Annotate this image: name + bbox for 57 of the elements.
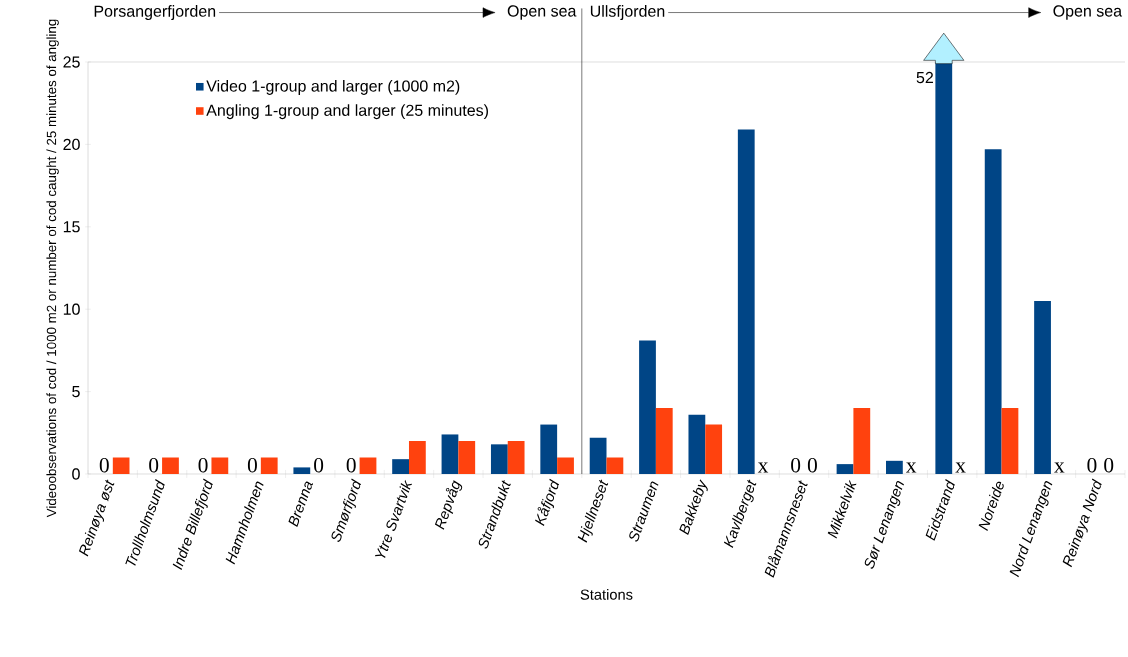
bar	[490, 444, 508, 474]
bar	[408, 441, 426, 474]
data-label: 0	[791, 458, 801, 473]
data-label: 0	[247, 458, 257, 473]
y-tick-label: 5	[72, 386, 80, 398]
bar	[1001, 408, 1019, 474]
bar	[392, 459, 409, 474]
bar	[458, 441, 476, 474]
data-label: 0	[314, 458, 324, 473]
text: x	[955, 462, 966, 473]
text: Open sea	[507, 5, 577, 20]
bar	[211, 457, 229, 474]
data-label: 0	[346, 458, 356, 473]
bar	[836, 464, 854, 474]
bar	[162, 457, 179, 474]
bar	[853, 408, 871, 474]
text: Porsangerfjorden	[94, 5, 216, 21]
y-tick-label: 0	[72, 468, 80, 480]
bar	[359, 457, 377, 474]
bar	[441, 434, 459, 474]
text: Ullsfjorden	[590, 5, 665, 21]
bar	[540, 424, 558, 474]
bar	[1034, 300, 1051, 474]
bar	[639, 340, 656, 474]
legend-label: Video 1-group and larger (1000 m2)	[206, 79, 460, 95]
bar	[688, 414, 706, 474]
data-label: 0	[198, 458, 208, 473]
y-tick-label: 25	[63, 56, 80, 68]
bar	[507, 441, 525, 474]
text: Open sea	[1053, 5, 1123, 20]
bar	[589, 437, 607, 474]
annotation: 52	[916, 71, 933, 84]
data-label: 0	[807, 458, 817, 473]
y-tick-label: 20	[63, 138, 80, 151]
bar	[260, 457, 278, 474]
bar	[737, 129, 755, 474]
bar	[112, 457, 130, 474]
text: x	[1054, 462, 1065, 473]
bar	[705, 424, 723, 474]
data-label: 0	[149, 458, 159, 473]
y-axis-title: Videoobservations of cod / 1000 m2 or number of cod caught / 25 minutes of angling	[46, 19, 59, 518]
bar	[606, 457, 624, 474]
bar	[293, 467, 311, 474]
bar	[655, 408, 673, 474]
legend-label: Angling 1-group and larger (25 minutes)	[206, 104, 488, 120]
y-tick-label: 15	[63, 221, 80, 233]
x-axis-title: Stations	[580, 589, 633, 600]
bar	[984, 149, 1002, 474]
data-label: 0	[1087, 458, 1097, 473]
y-tick-label: 10	[63, 303, 80, 315]
bar	[886, 460, 903, 474]
bar	[557, 457, 574, 474]
data-label: 0	[99, 458, 109, 473]
text: x	[906, 462, 917, 473]
data-label: 0	[1104, 458, 1114, 473]
x-tick-label: Kåfjord	[535, 478, 560, 526]
text: x	[757, 462, 769, 473]
